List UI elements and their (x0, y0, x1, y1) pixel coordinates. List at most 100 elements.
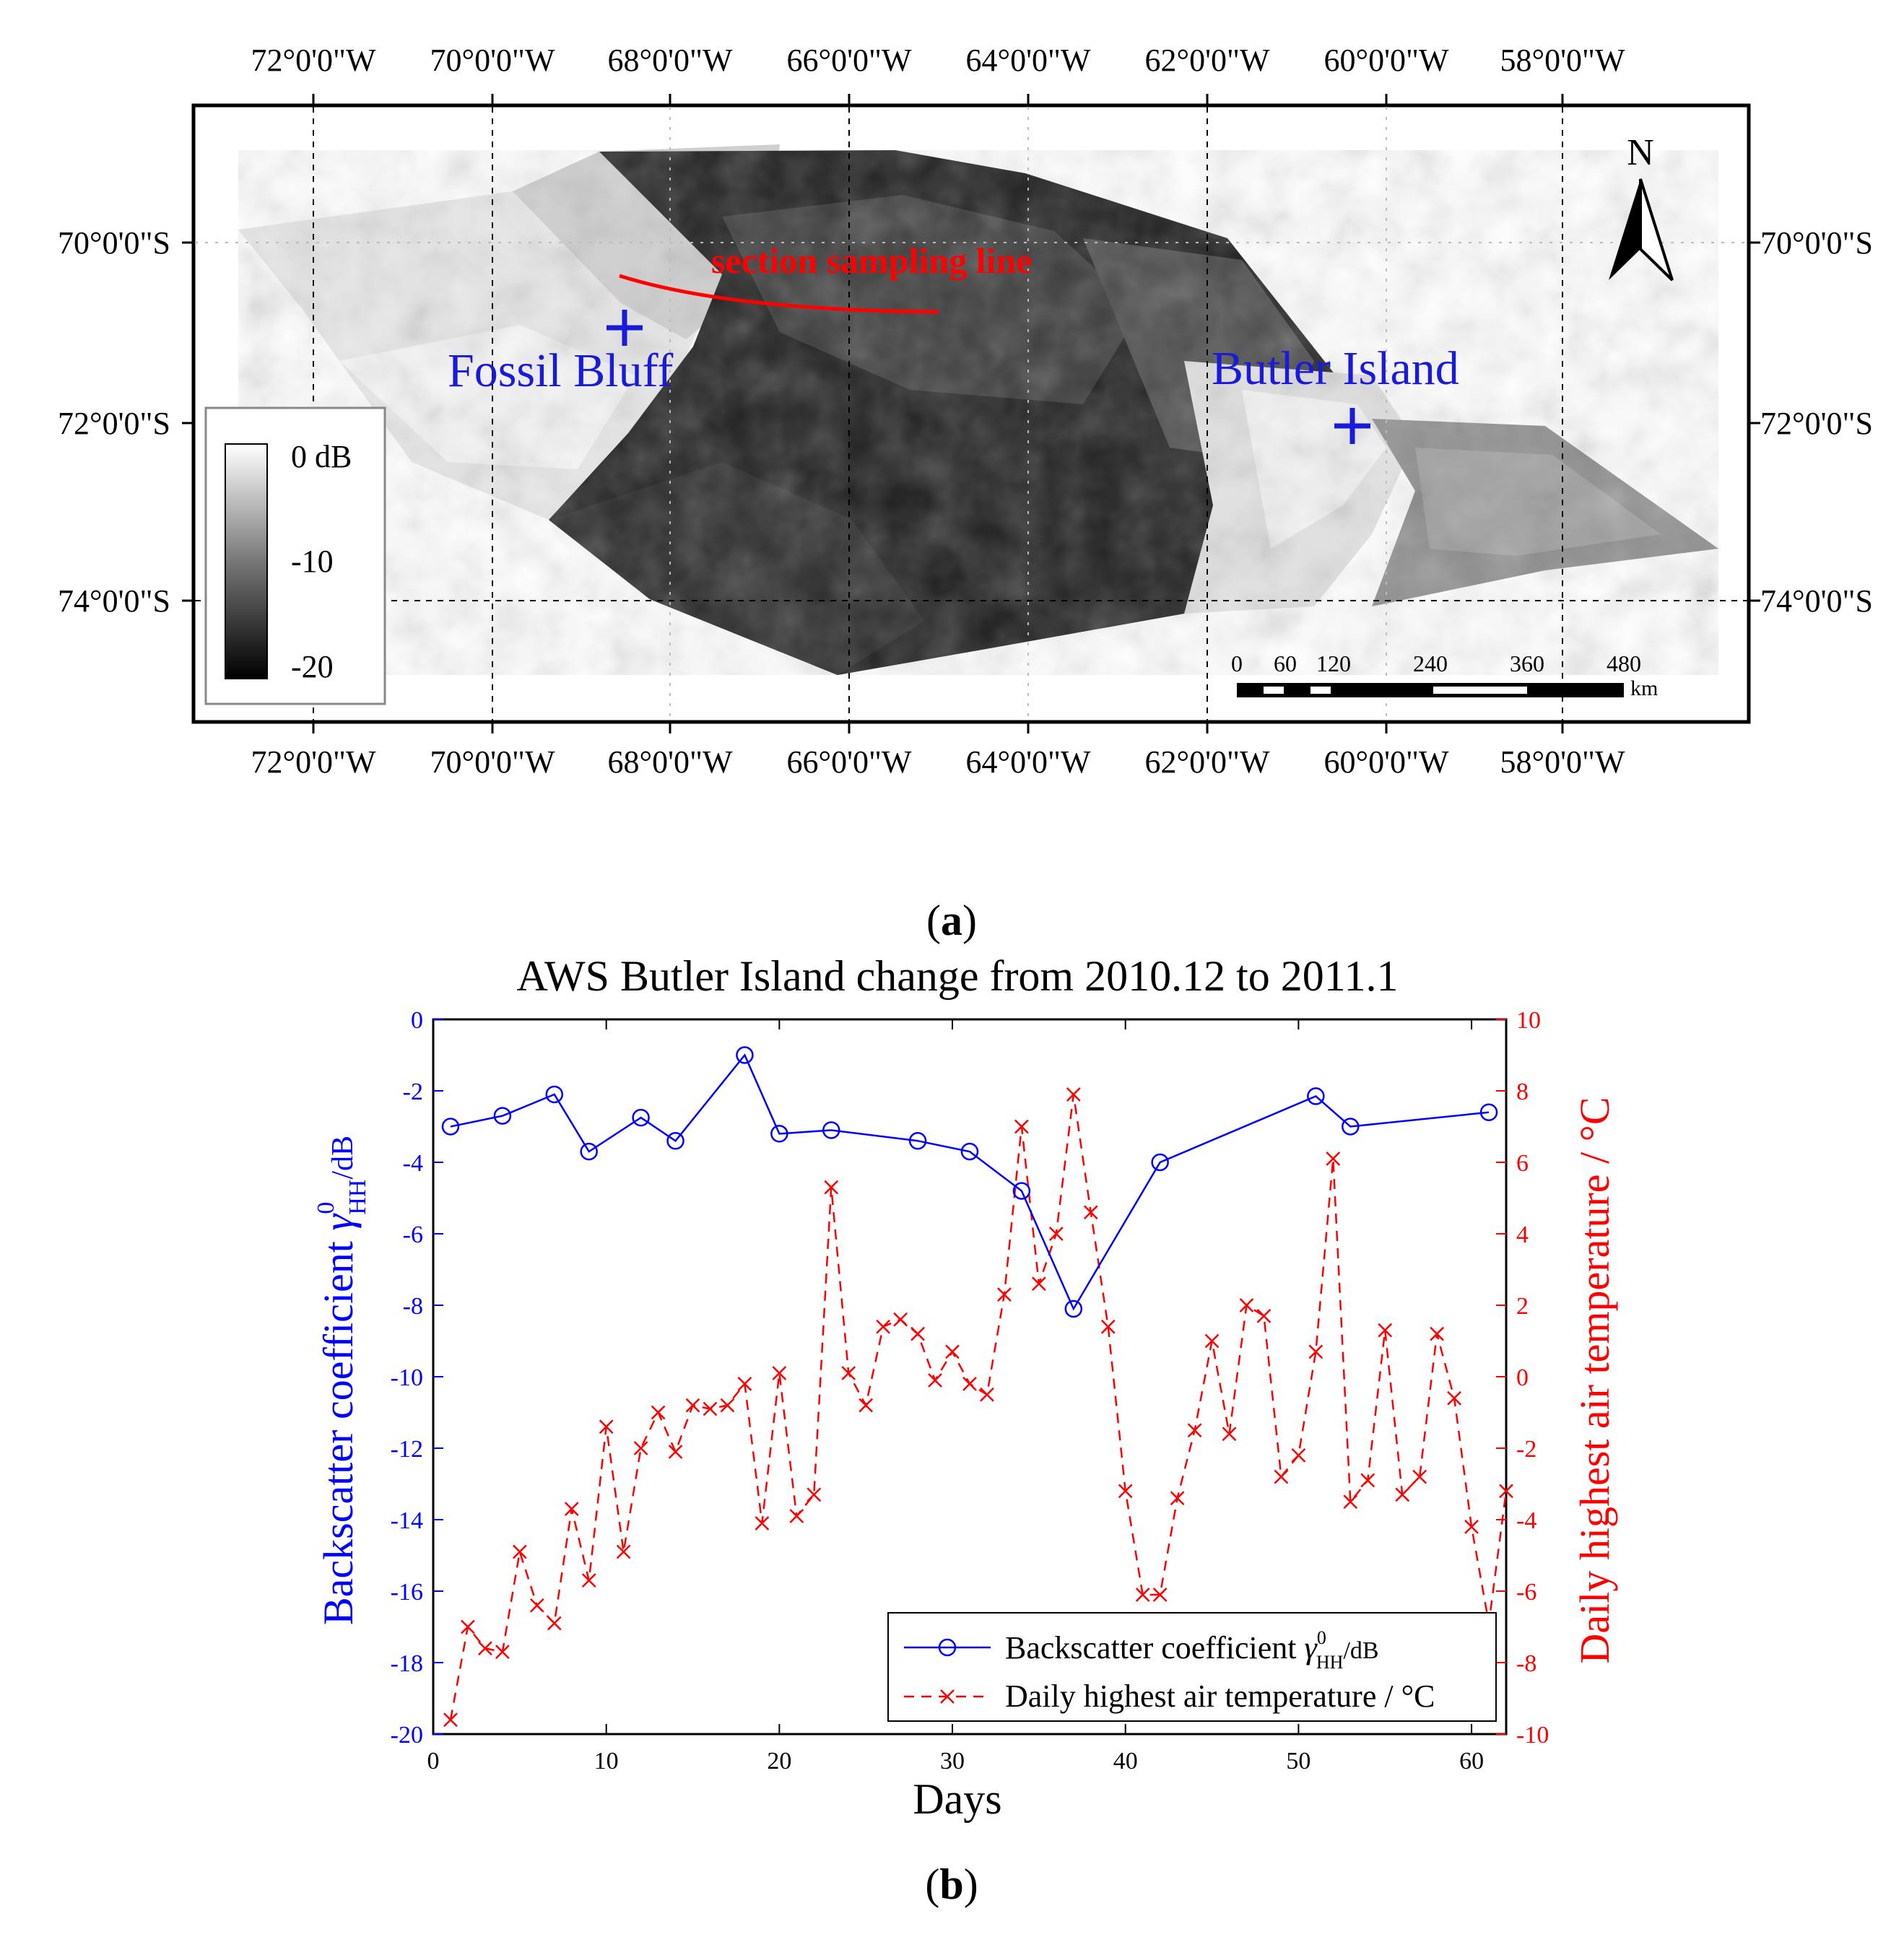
y-right-axis-label: Daily highest air temperature / °C (1571, 1097, 1618, 1663)
temperature-point (1100, 1319, 1116, 1334)
backscatter-line (450, 1053, 1490, 1311)
map-lon-label-bottom: 68°0'0"W (607, 744, 732, 780)
temperature-point (703, 1401, 718, 1416)
y-left-axis-ticks: 0 -2 -4 -6 -8 -10 -12 -14 -16 -18 -20 (391, 1007, 443, 1749)
map-lon-label-bottom: 72°0'0"W (251, 744, 375, 780)
scale-bar: 0 60 120 240 360 480 km (1231, 650, 1658, 700)
map-lon-label-top: 70°0'0"W (430, 43, 555, 78)
temperature-point (1256, 1308, 1271, 1323)
backscatter-point (908, 1132, 927, 1150)
temperature-point (807, 1487, 822, 1502)
map-lon-label-top: 64°0'0"W (965, 43, 1090, 78)
backscatter-point (1012, 1182, 1031, 1200)
temperature-point (962, 1377, 977, 1391)
map-panel: 72°0'0"W 70°0'0"W 68°0'0"W 66°0'0"W 64°0'0"W… (58, 43, 1873, 780)
temperature-point (1395, 1487, 1410, 1502)
temperature-point (893, 1312, 908, 1327)
temperature-point (581, 1573, 596, 1588)
map-lon-label-bottom: 62°0'0"W (1144, 744, 1269, 780)
panel-b-label: (b) (925, 1860, 978, 1908)
scale-bar-segment (1310, 687, 1331, 694)
legend-label-backscatter: Backscatter coefficient γ0 HH/dB (1005, 1627, 1379, 1673)
y-right-tick-label: 2 (1516, 1293, 1529, 1320)
map-lon-label-top: 58°0'0"W (1500, 43, 1625, 78)
temperature-point (1135, 1588, 1150, 1602)
temperature-point (651, 1405, 666, 1420)
section-sampling-line (619, 274, 939, 314)
y-left-tick-label: -4 (403, 1150, 423, 1177)
temperature-point (910, 1326, 925, 1341)
temperature-point (685, 1398, 700, 1413)
temperature-point (1170, 1491, 1185, 1506)
scale-bar-tick-label: 360 (1510, 650, 1544, 676)
y-left-tick-label: -10 (391, 1364, 423, 1391)
chart-title: AWS Butler Island change from 2010.12 to… (516, 952, 1398, 1000)
temperature-point (1430, 1326, 1445, 1341)
north-arrow-right-half (1639, 178, 1674, 282)
temperature-point (443, 1712, 458, 1728)
temperature-point (1118, 1484, 1133, 1499)
temperature-point (858, 1398, 874, 1413)
backscatter-point (736, 1046, 754, 1064)
map-lon-label-bottom: 66°0'0"W (786, 744, 911, 780)
map-lat-label-left: 72°0'0"S (58, 406, 170, 441)
series-backscatter (441, 1046, 1498, 1318)
scale-bar-segment (1433, 687, 1527, 694)
backscatter-point (632, 1108, 650, 1127)
map-lon-label-top: 66°0'0"W (786, 43, 911, 78)
backscatter-point (1307, 1087, 1325, 1105)
map-right-lat-labels: 70°0'0"S 72°0'0"S 74°0'0"S (1760, 225, 1873, 619)
scale-bar-tick-label: 480 (1607, 650, 1641, 676)
map-left-lat-labels: 70°0'0"S 72°0'0"S 74°0'0"S (58, 225, 170, 619)
x-tick-label: 60 (1459, 1748, 1484, 1775)
y-right-tick-label: -6 (1516, 1579, 1536, 1606)
temperature-point (1326, 1151, 1341, 1166)
temperature-point (1412, 1469, 1427, 1484)
temperature-point (1343, 1494, 1358, 1510)
y-left-tick-label: -2 (403, 1079, 423, 1105)
temperature-point (1360, 1473, 1375, 1488)
y-right-tick-label: -2 (1516, 1436, 1536, 1463)
colorbar: 0 dB -10 -20 (204, 406, 386, 705)
x-tick-label: 0 (427, 1748, 440, 1775)
backscatter-point (822, 1121, 840, 1139)
temperature-point (997, 1287, 1012, 1302)
legend-frame (887, 1612, 1497, 1722)
backscatter-point (770, 1125, 788, 1143)
temperature-point (876, 1319, 891, 1334)
temperature-point (945, 1344, 960, 1359)
y-left-tick-label: 0 (411, 1007, 423, 1034)
backscatter-point (960, 1142, 979, 1161)
temperature-point (616, 1544, 631, 1559)
temperature-point (512, 1544, 527, 1559)
y-right-tick-label: 8 (1516, 1079, 1529, 1105)
scale-bar-segment (1264, 687, 1284, 694)
temperature-point (1464, 1520, 1479, 1534)
temperature-point (1447, 1390, 1461, 1406)
colorbar-top-label: 0 dB (291, 439, 352, 474)
x-axis-ticks: 0 10 20 30 40 50 60 (427, 1019, 1484, 1775)
map-bottom-lon-labels: 72°0'0"W 70°0'0"W 68°0'0"W 66°0'0"W 64°0'0"W… (251, 744, 1625, 780)
backscatter-point (441, 1118, 460, 1136)
temperature-point (1204, 1333, 1220, 1349)
backscatter-point (545, 1085, 564, 1104)
map-lon-label-top: 62°0'0"W (1144, 43, 1269, 78)
x-tick-label: 40 (1113, 1748, 1138, 1775)
temperature-point (1499, 1484, 1513, 1499)
map-lat-label-right: 70°0'0"S (1760, 225, 1873, 261)
x-tick-label: 20 (767, 1748, 791, 1775)
scale-bar-tick-label: 60 (1274, 650, 1297, 676)
y-right-tick-label: 6 (1516, 1150, 1529, 1177)
temperature-point (1291, 1448, 1306, 1463)
backscatter-point (666, 1132, 684, 1150)
map-lat-label-left: 70°0'0"S (58, 225, 170, 261)
scale-bar-tick-label: 0 (1231, 650, 1243, 676)
temperature-point (1031, 1276, 1046, 1292)
temperature-point (737, 1377, 752, 1391)
temperature-point (1014, 1119, 1029, 1134)
y-right-tick-label: -8 (1516, 1650, 1536, 1677)
station-label: Fossil Bluff (448, 344, 673, 397)
temperature-point (1222, 1427, 1237, 1442)
y-right-tick-label: 10 (1516, 1007, 1541, 1034)
station-marker-cross (607, 310, 643, 346)
